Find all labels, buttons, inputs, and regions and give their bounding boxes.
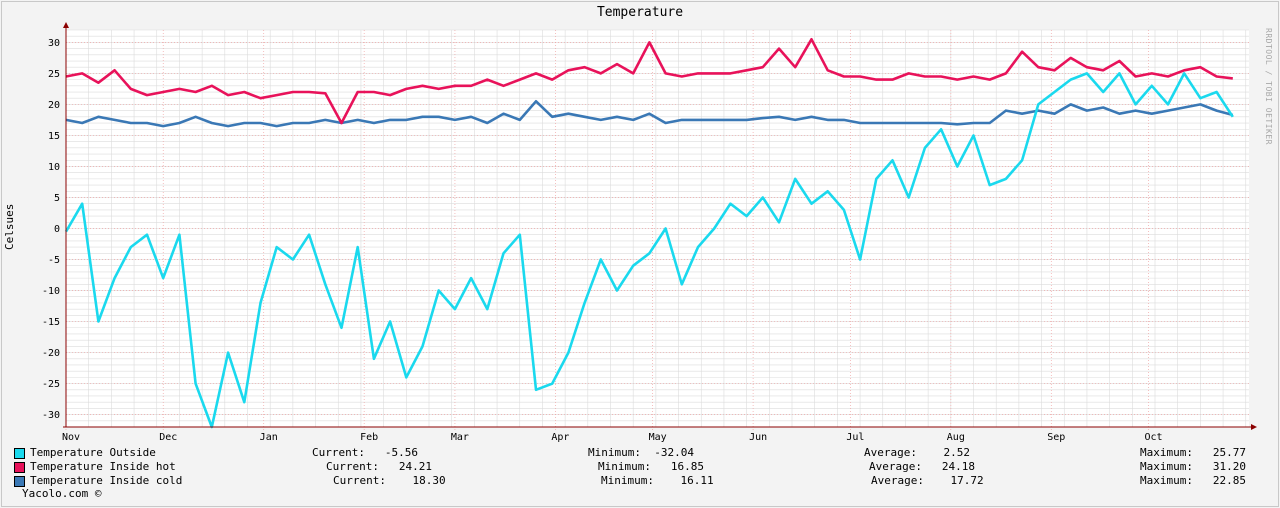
x-tick-label: Oct <box>1144 432 1162 443</box>
y-tick-label: -30 <box>42 410 60 421</box>
x-tick-label: Jun <box>749 432 767 443</box>
y-tick-label: 5 <box>54 193 60 204</box>
y-tick-label: 10 <box>48 162 60 173</box>
average-value: Average: 24.18 <box>869 460 975 473</box>
x-tick-label: Mar <box>451 432 469 443</box>
legend-label: Temperature Outside <box>30 446 156 459</box>
swatch-outside <box>14 448 25 459</box>
x-tick-label: Dec <box>159 432 177 443</box>
y-tick-label: 0 <box>54 224 60 235</box>
series-lines <box>64 37 1234 429</box>
x-axis-arrow <box>1251 424 1257 430</box>
x-tick-label: May <box>649 432 667 443</box>
y-tick-label: 30 <box>48 38 60 49</box>
y-tick-label: -20 <box>42 348 60 359</box>
x-tick-label: Aug <box>947 432 965 443</box>
axes <box>63 22 1257 430</box>
chart-title: Temperature <box>596 5 684 20</box>
temperature-chart: 30 25 20 15 10 5 0 -5 -10 -15 -20 -25 -30 Nov Dec Jan F… <box>42 22 1257 443</box>
swatch-cold <box>14 476 25 487</box>
y-tick-label: 25 <box>48 69 60 80</box>
y-tick-label: -5 <box>48 255 60 266</box>
y-tick-label: 15 <box>48 131 60 142</box>
legend-row-cold: Temperature Inside cold Current: 18.30 M… <box>14 474 1254 488</box>
maximum-value: Maximum: 25.77 <box>1140 446 1246 459</box>
maximum-value: Maximum: 31.20 <box>1140 460 1246 473</box>
x-tick-label: Feb <box>360 432 378 443</box>
footer-copyright: Yacolo.com © <box>22 487 102 500</box>
maximum-value: Maximum: 22.85 <box>1140 474 1246 487</box>
current-value: Current: 24.21 <box>326 460 432 473</box>
minimum-value: Minimum: 16.11 <box>601 474 714 487</box>
average-value: Average: 2.52 <box>864 446 970 459</box>
y-axis-arrow <box>63 22 69 28</box>
legend: Temperature Outside Current: -5.56 Minim… <box>14 446 1254 488</box>
x-tick-label: Jul <box>846 432 864 443</box>
grid <box>65 29 1249 430</box>
legend-label: Temperature Inside hot <box>30 460 176 473</box>
x-axis-ticks: Nov Dec Jan Feb Mar Apr May Jun Jul Aug Sep Oct <box>62 432 1163 443</box>
current-value: Current: 18.30 <box>333 474 446 487</box>
y-tick-label: -10 <box>42 286 60 297</box>
minimum-value: Minimum: 16.85 <box>598 460 704 473</box>
x-tick-label: Sep <box>1047 432 1065 443</box>
x-tick-label: Apr <box>551 432 569 443</box>
legend-row-hot: Temperature Inside hot Current: 24.21 Mi… <box>14 460 1254 474</box>
current-value: Current: -5.56 <box>312 446 418 459</box>
swatch-hot <box>14 462 25 473</box>
x-tick-label: Nov <box>62 432 80 443</box>
series-line-hot <box>65 37 1233 125</box>
minimum-value: Minimum: -32.04 <box>588 446 694 459</box>
series-line-outside <box>64 72 1234 429</box>
y-tick-label: -15 <box>42 317 60 328</box>
series-line-cold <box>65 100 1234 128</box>
vendor-watermark: RRDTOOL / TOBI OETIKER <box>1264 28 1273 145</box>
legend-label: Temperature Inside cold <box>30 474 183 487</box>
x-tick-label: Jan <box>260 432 278 443</box>
y-tick-label: -25 <box>42 379 60 390</box>
legend-row-outside: Temperature Outside Current: -5.56 Minim… <box>14 446 1254 460</box>
y-axis-ticks: 30 25 20 15 10 5 0 -5 -10 -15 -20 -25 -30 <box>42 38 60 421</box>
y-tick-label: 20 <box>48 100 60 111</box>
average-value: Average: 17.72 <box>871 474 984 487</box>
